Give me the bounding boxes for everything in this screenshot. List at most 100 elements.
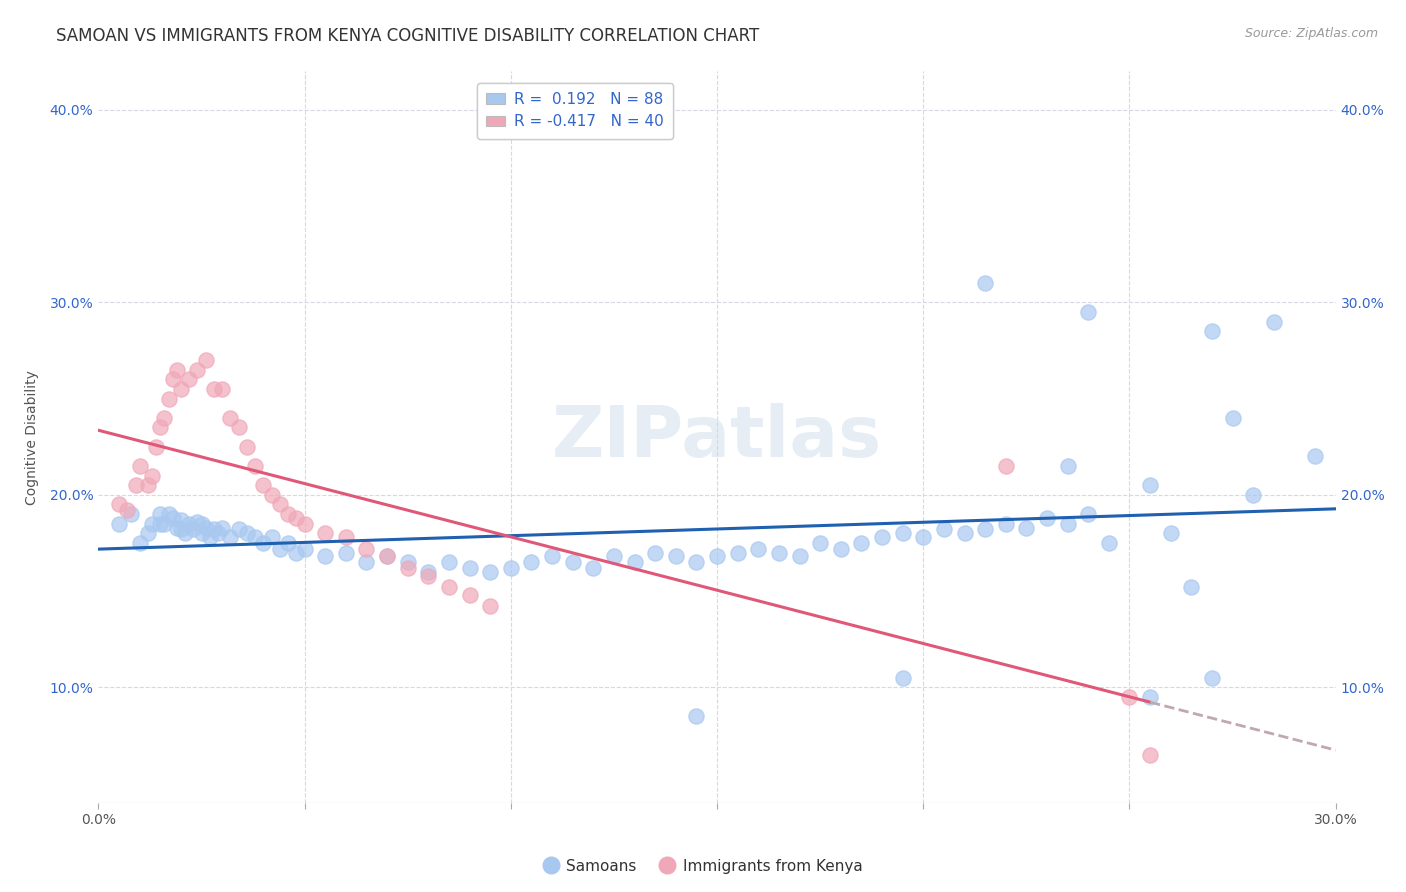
Point: [891, 671, 914, 685]
Point: [994, 516, 1017, 531]
Point: [141, 468, 163, 483]
Point: [117, 503, 139, 517]
Point: [202, 523, 225, 537]
Point: [356, 541, 378, 556]
Point: [953, 526, 976, 541]
Point: [1077, 305, 1099, 319]
Point: [891, 526, 914, 541]
Point: [582, 561, 605, 575]
Point: [149, 507, 172, 521]
Legend: Samoans, Immigrants from Kenya: Samoans, Immigrants from Kenya: [537, 853, 869, 880]
Point: [437, 555, 460, 569]
Point: [179, 516, 201, 531]
Point: [437, 580, 460, 594]
Point: [260, 530, 283, 544]
Point: [136, 478, 159, 492]
Point: [1222, 410, 1244, 425]
Point: [162, 511, 184, 525]
Point: [1036, 511, 1059, 525]
Point: [170, 513, 193, 527]
Point: [706, 549, 728, 564]
Point: [520, 555, 543, 569]
Point: [124, 478, 146, 492]
Point: [685, 555, 707, 569]
Point: [120, 507, 142, 521]
Point: [285, 511, 308, 525]
Point: [747, 541, 769, 556]
Point: [136, 526, 159, 541]
Point: [207, 526, 229, 541]
Point: [870, 530, 893, 544]
Point: [912, 530, 935, 544]
Point: [1201, 324, 1223, 338]
Point: [727, 545, 749, 559]
Point: [396, 561, 419, 575]
Point: [260, 488, 283, 502]
Point: [128, 536, 150, 550]
Point: [269, 541, 291, 556]
Point: [190, 526, 212, 541]
Point: [1056, 458, 1078, 473]
Point: [243, 458, 266, 473]
Point: [157, 392, 180, 406]
Point: [335, 530, 357, 544]
Point: [375, 549, 398, 564]
Point: [314, 549, 336, 564]
Point: [153, 410, 176, 425]
Point: [149, 420, 172, 434]
Point: [236, 440, 259, 454]
Point: [128, 458, 150, 473]
Point: [603, 549, 626, 564]
Text: ZIPatlas: ZIPatlas: [553, 402, 882, 472]
Point: [418, 565, 440, 579]
Point: [170, 382, 193, 396]
Point: [851, 536, 873, 550]
Point: [181, 523, 204, 537]
Point: [1098, 536, 1121, 550]
Text: SAMOAN VS IMMIGRANTS FROM KENYA COGNITIVE DISABILITY CORRELATION CHART: SAMOAN VS IMMIGRANTS FROM KENYA COGNITIV…: [56, 27, 759, 45]
Point: [179, 372, 201, 386]
Point: [243, 530, 266, 544]
Point: [974, 523, 997, 537]
Point: [808, 536, 831, 550]
Point: [665, 549, 688, 564]
Point: [190, 516, 212, 531]
Point: [396, 555, 419, 569]
Point: [1303, 450, 1326, 464]
Point: [335, 545, 357, 559]
Point: [211, 520, 233, 534]
Point: [974, 276, 997, 290]
Point: [1015, 520, 1038, 534]
Point: [153, 516, 176, 531]
Point: [932, 523, 955, 537]
Text: Source: ZipAtlas.com: Source: ZipAtlas.com: [1244, 27, 1378, 40]
Point: [174, 526, 197, 541]
Point: [479, 565, 502, 579]
Point: [277, 507, 299, 521]
Point: [202, 382, 225, 396]
Point: [561, 555, 583, 569]
Point: [375, 549, 398, 564]
Point: [236, 526, 259, 541]
Point: [186, 515, 208, 529]
Point: [479, 599, 502, 614]
Point: [830, 541, 852, 556]
Point: [145, 440, 167, 454]
Point: [269, 498, 291, 512]
Point: [418, 568, 440, 582]
Point: [1201, 671, 1223, 685]
Point: [166, 520, 188, 534]
Point: [219, 530, 242, 544]
Point: [252, 478, 274, 492]
Point: [162, 372, 184, 386]
Point: [219, 410, 242, 425]
Point: [228, 420, 250, 434]
Point: [1160, 526, 1182, 541]
Point: [108, 516, 131, 531]
Point: [1139, 478, 1161, 492]
Point: [499, 561, 522, 575]
Point: [1118, 690, 1140, 704]
Point: [194, 353, 217, 368]
Point: [458, 588, 481, 602]
Legend: R =  0.192   N = 88, R = -0.417   N = 40: R = 0.192 N = 88, R = -0.417 N = 40: [477, 83, 673, 138]
